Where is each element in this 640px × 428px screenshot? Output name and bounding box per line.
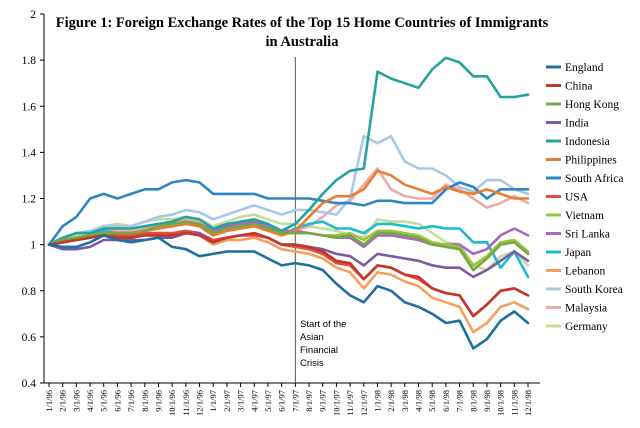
x-tick-label: 2/1/97 <box>222 390 232 412</box>
x-tick-label: 4/1/97 <box>249 390 259 412</box>
y-tick-label: 1.6 <box>22 101 37 113</box>
x-tick-label: 5/1/97 <box>263 390 273 412</box>
x-tick-label: 4/1/98 <box>414 390 424 412</box>
x-tick-label: 7/1/96 <box>126 390 136 412</box>
x-tick-label: 10/1/97 <box>331 390 341 416</box>
y-tick-label: 1.8 <box>22 55 37 67</box>
series-line-china <box>47 231 530 318</box>
y-tick-label: 1.4 <box>22 147 37 159</box>
y-tick-label: 2 <box>30 9 36 21</box>
x-tick-label: 8/1/98 <box>468 390 478 412</box>
series-line-south-korea <box>47 134 530 246</box>
legend-label-sri-lanka: Sri Lanka <box>565 229 610 241</box>
x-tick-label: 1/1/96 <box>44 390 54 412</box>
x-tick-label: 5/1/96 <box>99 390 109 412</box>
legend-label-japan: Japan <box>565 247 591 259</box>
x-tick-label: 6/1/98 <box>441 390 451 412</box>
x-tick-label: 2/1/96 <box>58 390 68 412</box>
series-lines <box>47 56 530 350</box>
annotation-line-4: Crisis <box>300 358 324 369</box>
x-tick-label: 5/1/98 <box>427 390 437 412</box>
series-line-germany <box>47 213 530 272</box>
x-tick-label: 2/1/98 <box>386 390 396 412</box>
x-tick-label: 8/1/97 <box>304 390 314 412</box>
y-tick-label: 0.4 <box>22 378 37 390</box>
legend-label-malaysia: Malaysia <box>565 303 607 315</box>
legend-label-germany: Germany <box>565 321 608 333</box>
x-tick-label: 7/1/98 <box>455 390 465 412</box>
x-tick-label: 10/1/96 <box>167 390 177 416</box>
series-line-england <box>47 234 530 350</box>
x-tick-label: 9/1/97 <box>318 390 328 412</box>
legend-label-south-korea: South Korea <box>565 284 623 296</box>
annotation-line-1: Start of the <box>300 319 346 330</box>
legend-label-england: England <box>565 62 604 74</box>
chart-title-line1: Figure 1: Foreign Exchange Rates of the … <box>56 15 549 31</box>
x-tick-label: 6/1/96 <box>112 390 122 412</box>
series-line-hong-kong <box>47 220 530 272</box>
legend-label-hong-kong: Hong Kong <box>565 99 619 111</box>
legend: England China Hong Kong India Indonesia Phili… <box>546 62 623 333</box>
y-tick-label: 1 <box>30 240 36 252</box>
y-tick-label: 0.8 <box>22 286 37 298</box>
x-tick-label: 12/1/96 <box>195 390 205 416</box>
x-tick-label: 11/1/98 <box>509 390 519 416</box>
x-tick-label: 1/1/98 <box>372 390 382 412</box>
annotation-line-2: Asian <box>300 332 324 343</box>
chart-title-line2: in Australia <box>266 34 340 50</box>
annotation-line-3: Financial <box>300 345 338 356</box>
x-tick-label: 12/1/98 <box>523 390 533 416</box>
legend-label-philippines: Philippines <box>565 155 617 167</box>
x-axis-ticks: 1/1/96 2/1/96 3/1/96 4/1/96 5/1/96 6/1/96 7/1/… <box>44 383 533 416</box>
x-tick-label: 7/1/97 <box>290 390 300 412</box>
x-tick-label: 12/1/97 <box>359 390 369 416</box>
legend-label-vietnam: Vietnam <box>565 210 604 222</box>
y-tick-label: 0.6 <box>22 332 37 344</box>
legend-label-india: India <box>565 118 589 130</box>
x-tick-label: 10/1/98 <box>496 390 506 416</box>
y-axis-ticks: 0.4 0.6 0.8 1 1.2 1.4 1.6 1.8 2 <box>22 9 44 390</box>
y-tick-label: 1.2 <box>22 194 37 206</box>
x-tick-label: 1/1/97 <box>208 390 218 412</box>
x-tick-label: 6/1/97 <box>277 390 287 412</box>
x-tick-label: 11/1/96 <box>181 390 191 416</box>
legend-label-indonesia: Indonesia <box>565 136 610 148</box>
legend-label-lebanon: Lebanon <box>565 266 605 278</box>
legend-label-china: China <box>565 81 592 93</box>
x-tick-label: 4/1/96 <box>85 390 95 412</box>
legend-label-south-africa: South Africa <box>565 173 623 185</box>
x-tick-label: 3/1/96 <box>71 390 81 412</box>
x-tick-label: 9/1/96 <box>153 390 163 412</box>
legend-label-usa: USA <box>565 192 589 204</box>
series-line-indonesia <box>47 56 530 246</box>
x-tick-label: 3/1/97 <box>236 390 246 412</box>
x-tick-label: 11/1/97 <box>345 390 355 416</box>
x-tick-label: 8/1/96 <box>140 390 150 412</box>
x-tick-label: 9/1/98 <box>482 390 492 412</box>
crisis-annotation: Start of the Asian Financial Crisis <box>300 319 346 369</box>
x-tick-label: 3/1/98 <box>400 390 410 412</box>
